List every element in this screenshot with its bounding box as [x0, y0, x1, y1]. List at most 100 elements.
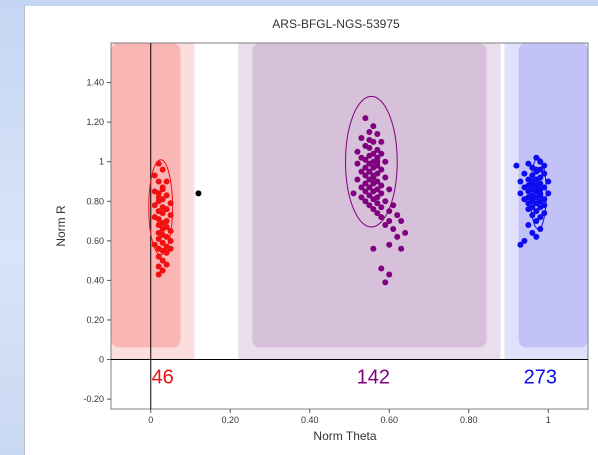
data-point-aa — [155, 194, 162, 201]
data-point-ab — [374, 146, 381, 153]
data-point-aa — [155, 263, 162, 270]
data-point-ab — [378, 150, 385, 157]
data-point-ab — [362, 198, 369, 205]
data-point-ab — [382, 222, 389, 229]
data-point-bb — [533, 233, 540, 240]
data-point-aa — [163, 192, 170, 199]
cluster-count-ab: 142 — [357, 367, 390, 389]
data-point-aa — [167, 200, 174, 207]
data-point-ab — [378, 190, 385, 197]
data-points — [151, 115, 552, 286]
data-point-bb — [513, 162, 520, 169]
cluster-count-bb: 273 — [524, 367, 557, 389]
data-point-ab — [386, 186, 393, 193]
data-point-ab — [382, 174, 389, 181]
data-point-bb — [525, 222, 532, 229]
y-axis-label: Norm R — [54, 205, 68, 247]
data-point-ab — [378, 182, 385, 189]
data-point-ab — [354, 160, 361, 167]
data-point-aa — [155, 160, 162, 167]
data-point-ab — [370, 164, 377, 171]
data-point-ab — [354, 148, 361, 155]
data-point-ab — [358, 194, 365, 201]
x-tick-label: 0.20 — [221, 415, 239, 425]
x-tick-label: 0 — [148, 415, 153, 425]
data-point-ab — [366, 144, 373, 151]
data-point-aa — [155, 271, 162, 278]
y-tick-label: 1.40 — [86, 78, 104, 88]
data-point-ab — [370, 206, 377, 213]
data-point-ab — [366, 129, 373, 136]
data-point-bb — [517, 190, 524, 197]
data-point-aa — [155, 222, 162, 229]
data-point-bb — [533, 208, 540, 215]
data-point-ab — [374, 131, 381, 138]
genotype-cluster-plot[interactable]: ARS-BFGL-NGS-53975 1.40 1.20 1 0.80 0.60 0.40… — [25, 6, 598, 455]
genotype-regions — [111, 43, 588, 360]
data-point-ab — [370, 188, 377, 195]
data-point-bb — [545, 190, 552, 197]
data-point-ab — [390, 202, 397, 209]
data-point-aa — [163, 178, 170, 185]
data-point-aa — [155, 216, 162, 223]
x-axis-ticks: 0 0.20 0.40 0.60 0.80 1 — [148, 409, 551, 425]
data-point-bb — [521, 196, 528, 203]
data-point-bb — [517, 241, 524, 248]
data-point-bb — [537, 190, 544, 197]
y-tick-label: -0.20 — [83, 394, 104, 404]
data-point-unclustered — [195, 190, 202, 197]
y-tick-label: 1.20 — [86, 117, 104, 127]
data-point-ab — [382, 158, 389, 165]
data-point-ab — [358, 184, 365, 191]
data-point-aa — [155, 253, 162, 260]
plot-area-border — [110, 42, 589, 410]
data-point-bb — [537, 204, 544, 211]
data-point-bb — [541, 210, 548, 217]
data-point-bb — [537, 225, 544, 232]
data-point-aa — [163, 206, 170, 213]
data-point-ab — [374, 210, 381, 217]
data-point-aa — [151, 241, 158, 248]
chart-title: ARS-BFGL-NGS-53975 — [272, 17, 400, 31]
data-point-bb — [537, 158, 544, 165]
y-tick-label: 0 — [99, 355, 104, 365]
data-point-bb — [529, 229, 536, 236]
data-point-ab — [374, 158, 381, 165]
data-point-bb — [541, 162, 548, 169]
data-point-ab — [378, 214, 385, 221]
data-point-bb — [525, 160, 532, 167]
data-point-ab — [366, 202, 373, 209]
data-point-aa — [159, 166, 166, 173]
data-point-aa — [163, 249, 170, 256]
data-point-ab — [350, 190, 357, 197]
data-point-bb — [525, 206, 532, 213]
data-point-bb — [517, 178, 524, 185]
data-point-ab — [398, 218, 405, 225]
data-point-aa — [167, 212, 174, 219]
data-point-aa — [167, 237, 174, 244]
data-point-ab — [378, 204, 385, 211]
data-point-bb — [533, 184, 540, 191]
data-point-ab — [386, 241, 393, 248]
x-tick-label: 0.60 — [380, 415, 398, 425]
data-point-ab — [370, 245, 377, 252]
data-point-ab — [374, 200, 381, 207]
data-point-bb — [529, 196, 536, 203]
data-point-ab — [366, 152, 373, 159]
data-point-ab — [386, 271, 393, 278]
data-point-aa — [159, 257, 166, 264]
data-point-ab — [386, 218, 393, 225]
data-point-bb — [521, 170, 528, 177]
data-point-bb — [533, 154, 540, 161]
data-point-bb — [537, 214, 544, 221]
data-point-ab — [382, 198, 389, 205]
data-point-ab — [378, 166, 385, 173]
data-point-ab — [402, 229, 409, 236]
data-point-ab — [386, 208, 393, 215]
data-point-aa — [167, 245, 174, 252]
data-point-aa — [159, 186, 166, 193]
data-point-ab — [366, 160, 373, 167]
data-point-ab — [366, 184, 373, 191]
data-point-ab — [370, 174, 377, 181]
data-point-bb — [529, 172, 536, 179]
